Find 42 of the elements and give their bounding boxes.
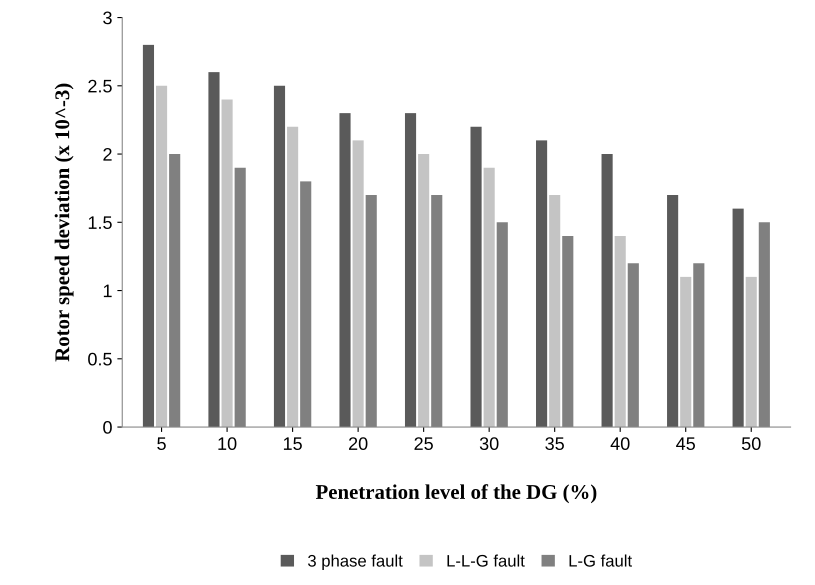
bar xyxy=(208,72,220,428)
legend-label: L-L-G fault xyxy=(448,554,525,567)
bar xyxy=(404,113,416,428)
bar xyxy=(222,99,233,428)
bar xyxy=(746,276,757,428)
legend-label: 3 phase fault xyxy=(308,554,403,570)
bar xyxy=(732,208,744,428)
x-tick-label: 15 xyxy=(284,437,302,450)
x-tick-label: 20 xyxy=(348,437,368,450)
bar xyxy=(667,195,678,428)
y-tick-label: 1.5 xyxy=(88,216,112,230)
x-tick-label: 5 xyxy=(157,437,166,450)
bar xyxy=(352,140,364,428)
x-tick-label: 40 xyxy=(610,437,630,450)
y-axis-title: Rotor speed deviation (x 10^-3) xyxy=(54,84,74,362)
x-tick-label: 25 xyxy=(414,437,433,450)
bar xyxy=(339,113,351,428)
legend-label: L-G fault xyxy=(570,554,632,567)
bar xyxy=(549,195,560,428)
bar xyxy=(484,168,495,428)
bar xyxy=(536,140,548,428)
x-tick-label: 10 xyxy=(218,437,236,450)
bar xyxy=(614,236,626,428)
y-tick-label: 0.5 xyxy=(88,352,112,366)
bar xyxy=(142,44,154,428)
y-tick-label: 3 xyxy=(103,11,112,24)
y-tick-label: 0 xyxy=(103,420,112,434)
bar xyxy=(156,86,168,428)
x-tick-label: 45 xyxy=(676,437,696,450)
x-axis-title: Penetration level of the DG (%) xyxy=(316,484,596,504)
bar xyxy=(418,154,430,428)
x-tick-label: 30 xyxy=(480,437,498,450)
y-tick-label: 2.5 xyxy=(88,80,112,93)
y-tick-label: 2 xyxy=(103,148,112,161)
bar xyxy=(287,126,298,428)
bar xyxy=(602,154,613,428)
bar xyxy=(470,126,482,428)
x-tick-label: 50 xyxy=(742,437,761,450)
bar xyxy=(274,86,286,428)
x-tick-label: 35 xyxy=(545,437,564,450)
y-tick-label: 1 xyxy=(104,284,112,298)
bar xyxy=(680,276,692,428)
